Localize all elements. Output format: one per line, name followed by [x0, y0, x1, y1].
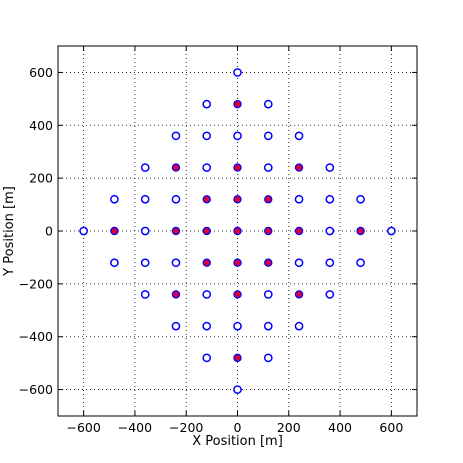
open-point: [325, 290, 335, 299]
open-point: [325, 194, 335, 204]
open-point: [202, 99, 212, 109]
x-tick-label: 200: [277, 420, 301, 435]
filled-point: [202, 226, 211, 236]
filled-point: [233, 353, 242, 363]
filled-point: [171, 163, 181, 172]
filled-point: [233, 290, 242, 299]
filled-point: [356, 226, 365, 236]
open-point: [263, 99, 273, 109]
y-tick-label: 0: [45, 224, 53, 239]
open-point: [233, 385, 242, 394]
open-point: [325, 258, 335, 268]
open-point: [325, 163, 335, 172]
x-tick-label: 0: [234, 420, 242, 435]
filled-point: [202, 195, 211, 204]
x-axis-label: X Position [m]: [192, 434, 283, 449]
x-tick-label: −600: [66, 420, 100, 435]
y-tick-label: 200: [29, 171, 53, 186]
filled-point: [233, 99, 242, 109]
open-point: [294, 321, 304, 331]
filled-point: [233, 163, 242, 172]
open-point: [140, 258, 150, 268]
x-tick-label: 600: [379, 420, 403, 435]
filled-point: [233, 195, 242, 204]
x-tick-label: 400: [328, 420, 352, 435]
open-point: [263, 321, 273, 331]
filled-point: [294, 163, 304, 172]
filled-point: [294, 290, 304, 299]
open-point: [110, 258, 119, 268]
filled-point: [202, 258, 211, 267]
open-point: [294, 131, 304, 141]
open-point: [171, 194, 181, 204]
y-tick-label: −600: [19, 382, 53, 397]
y-axis-label: Y Position [m]: [2, 186, 17, 277]
x-tick-label: −400: [118, 420, 152, 435]
y-tick-label: −400: [19, 329, 53, 344]
axis-ticks: [58, 46, 417, 416]
open-point: [140, 290, 150, 299]
filled-point: [264, 258, 273, 267]
open-point: [233, 321, 242, 331]
x-tick-label: −200: [169, 420, 203, 435]
open-point: [202, 321, 212, 331]
open-point: [263, 163, 273, 172]
tick-labels: −600 −400 −200 0 200 400 600 −600 −400 −200 0 200 40…: [19, 65, 404, 435]
filled-point: [233, 258, 242, 267]
filled-point: [264, 195, 273, 204]
open-point: [387, 226, 396, 236]
open-point: [202, 131, 212, 141]
y-tick-label: 400: [29, 118, 53, 133]
open-point: [263, 353, 273, 363]
open-point: [140, 194, 150, 204]
open-point: [356, 194, 365, 204]
filled-point: [171, 290, 181, 299]
open-point: [233, 68, 242, 77]
open-point: [294, 194, 304, 204]
filled-point: [294, 226, 304, 236]
y-tick-label: −200: [19, 276, 53, 291]
open-point: [356, 258, 365, 268]
open-point: [140, 163, 150, 172]
filled-point: [264, 226, 273, 236]
open-point: [263, 290, 273, 299]
data-points: [79, 68, 396, 394]
open-point: [171, 321, 181, 331]
open-point: [202, 290, 212, 299]
open-point: [202, 353, 212, 363]
open-point: [79, 226, 88, 236]
open-point: [140, 226, 150, 236]
open-point: [263, 131, 273, 141]
filled-point: [171, 226, 181, 236]
y-tick-label: 600: [29, 65, 53, 80]
open-point: [233, 131, 242, 141]
open-point: [202, 163, 212, 172]
filled-point: [233, 226, 242, 236]
filled-point: [110, 226, 119, 236]
open-point: [110, 194, 119, 204]
plot-frame: [57, 45, 418, 417]
open-point: [171, 131, 181, 141]
open-point: [294, 258, 304, 268]
open-point: [325, 226, 335, 236]
open-point: [171, 258, 181, 268]
